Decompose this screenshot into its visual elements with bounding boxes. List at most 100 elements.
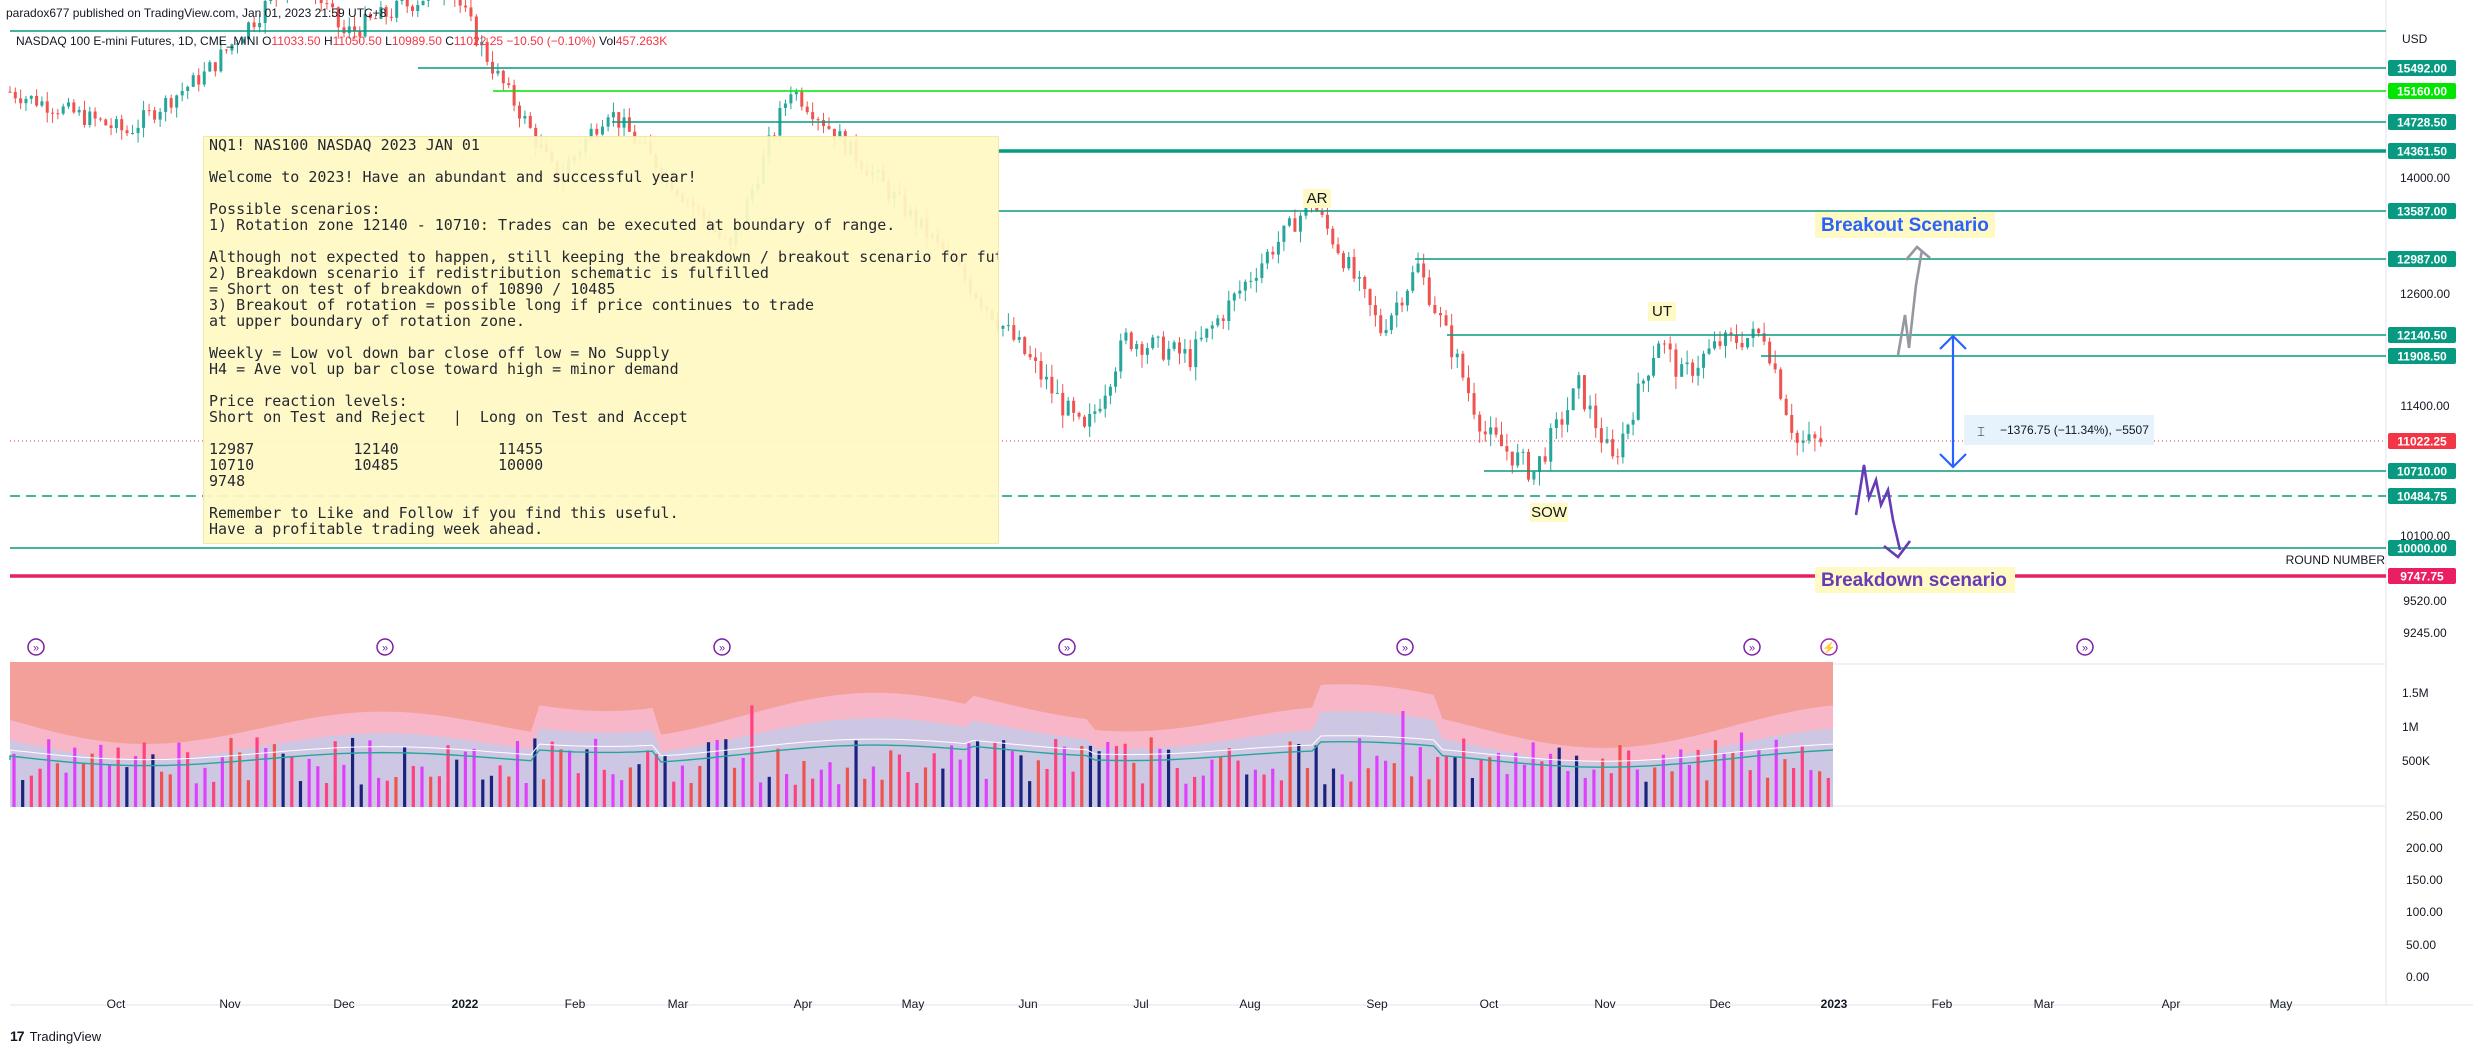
candle (82, 100, 86, 128)
candle (485, 37, 489, 66)
price-level-tag[interactable]: 14361.50 (2388, 143, 2456, 159)
volume-bar (1245, 774, 1249, 807)
candle-body (1287, 218, 1291, 226)
candle-body (1422, 263, 1426, 278)
candle (816, 116, 820, 131)
event-marker[interactable]: » (1058, 638, 1076, 656)
sow-label[interactable]: SOW (1530, 503, 1568, 522)
candle-body (147, 110, 151, 112)
event-marker[interactable]: » (1743, 638, 1761, 656)
volume-bar (1028, 781, 1032, 807)
price-tag-bg (2388, 433, 2456, 449)
candle (1114, 367, 1118, 393)
drawings[interactable]: Breakout Scenario Breakdown scenario ROUND… (1303, 189, 2385, 593)
price-level-tag[interactable]: 11908.50 (2388, 348, 2456, 364)
volume-bar (1557, 747, 1561, 807)
text-note[interactable]: NQ1! NAS100 NASDAQ 2023 JAN 01 Welcome to… (203, 136, 999, 544)
candle-body (1729, 332, 1733, 335)
volume-bar (1140, 783, 1145, 807)
brand[interactable]: 17 TradingView (10, 1028, 101, 1044)
candle-body (1668, 343, 1672, 350)
candle (136, 119, 140, 143)
candle-body (416, 4, 420, 12)
candle-body (800, 91, 804, 107)
candle-body (1510, 451, 1514, 466)
price-level-tag[interactable]: 12987.00 (2388, 251, 2456, 267)
candle (1108, 383, 1112, 405)
event-marker[interactable]: » (2076, 638, 2094, 656)
candle-body (114, 119, 118, 129)
candle (1331, 225, 1335, 249)
volume-bar (1123, 743, 1127, 807)
note-line: Possible scenarios: (209, 200, 381, 218)
volume-bar (342, 764, 346, 807)
candle (275, 0, 277, 7)
price-level-tag[interactable]: 10710.00 (2388, 463, 2456, 479)
event-marker[interactable]: » (713, 638, 731, 656)
candle (454, 0, 456, 7)
event-marker[interactable]: ⚡ (1820, 638, 1838, 656)
volume-ma-line-2 (9, 735, 1834, 762)
candle-body (235, 43, 239, 45)
candle-body (1124, 332, 1128, 341)
candle-body (1631, 419, 1635, 425)
candle (147, 103, 151, 116)
price-level-tag[interactable]: 13587.00 (2388, 203, 2456, 219)
price-level-tag[interactable]: 11022.25 (2388, 433, 2456, 449)
candle-body (1616, 456, 1620, 458)
candle (1641, 378, 1645, 392)
candle-body (1807, 434, 1811, 441)
breakout-label[interactable]: Breakout Scenario (1815, 212, 1995, 238)
price-level-tag[interactable]: 15492.00 (2388, 60, 2456, 76)
volume-bar (628, 767, 632, 807)
event-marker[interactable]: » (376, 638, 394, 656)
volume-bar (1739, 732, 1744, 807)
candle (1819, 425, 1823, 447)
volume-bar (1323, 784, 1327, 807)
breakdown-label[interactable]: Breakdown scenario (1815, 567, 2015, 593)
candle (252, 16, 256, 32)
volume-bar (394, 777, 398, 807)
candle-body (1411, 272, 1415, 291)
candle-body (1724, 332, 1728, 346)
ar-label[interactable]: AR (1303, 189, 1331, 208)
volume-bar (750, 705, 754, 807)
candle-body (389, 16, 393, 18)
candle-body (1373, 305, 1377, 316)
candle-body (1050, 376, 1054, 394)
volume-bar (550, 741, 554, 807)
price-levels[interactable]: 15492.00 15160.00 14728.50 14361.50 13587.00… (10, 30, 2456, 584)
candle-body (1516, 452, 1520, 466)
candle (202, 62, 206, 87)
candle-body (1455, 353, 1459, 358)
measure-box[interactable]: ⌶ −1376.75 (−11.34%), −5507 (1964, 415, 2154, 445)
candle (61, 103, 65, 116)
volume-bar (1149, 737, 1153, 807)
candle (1707, 339, 1711, 356)
volume-bar (1696, 749, 1700, 807)
price-level-tag[interactable]: 15160.00 (2388, 83, 2456, 99)
price-tag-label: 14728.50 (2397, 116, 2447, 130)
price-level-tag[interactable]: 10484.75 (2388, 488, 2456, 504)
ut-label[interactable]: UT (1648, 302, 1676, 321)
event-marker[interactable]: » (27, 638, 45, 656)
volume-bar (880, 779, 884, 807)
volume-bar (1505, 774, 1509, 807)
event-marker[interactable]: » (1396, 638, 1414, 656)
candle (443, 0, 445, 6)
candle (783, 99, 787, 116)
price-level-tag[interactable]: 12140.50 (2388, 327, 2456, 343)
price-level-tag[interactable]: 14728.50 (2388, 114, 2456, 130)
candle (8, 86, 12, 94)
candle-body (1156, 336, 1160, 338)
price-level-tag[interactable]: 9747.75 (2388, 568, 2456, 584)
symbol-legend[interactable]: NASDAQ 100 E-mini Futures, 1D, CME_MINI … (16, 34, 667, 48)
volume-bar (871, 766, 876, 807)
volume-bar (663, 755, 667, 807)
event-markers[interactable]: » » » » » » ⚡ » (27, 638, 2094, 656)
price-level-tag[interactable]: 10000.00 (2388, 540, 2456, 556)
candle (1685, 350, 1689, 375)
candle-body (331, 3, 335, 8)
